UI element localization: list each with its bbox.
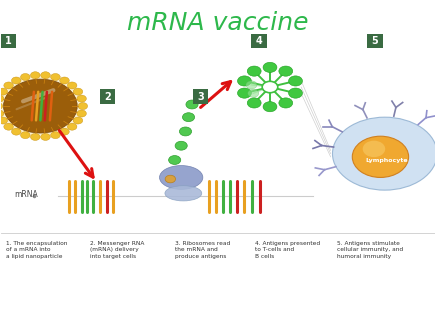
Text: 1: 1 xyxy=(4,36,11,46)
Circle shape xyxy=(31,133,40,140)
Circle shape xyxy=(77,110,86,117)
Text: 4. Antigens presented
to T-cells and
B cells: 4. Antigens presented to T-cells and B c… xyxy=(255,241,320,259)
Circle shape xyxy=(247,66,261,76)
Circle shape xyxy=(352,136,409,178)
Text: 3: 3 xyxy=(198,92,204,101)
Text: 5. Antigens stimulate
cellular immunity, and
humoral immunity: 5. Antigens stimulate cellular immunity,… xyxy=(337,241,403,259)
FancyBboxPatch shape xyxy=(367,34,383,48)
Circle shape xyxy=(289,76,303,86)
Text: 2. Messenger RNA
(mRNA) delivery
into target cells: 2. Messenger RNA (mRNA) delivery into ta… xyxy=(90,241,145,259)
Circle shape xyxy=(60,128,69,135)
Circle shape xyxy=(20,74,30,81)
Circle shape xyxy=(180,127,191,136)
Text: mRNA: mRNA xyxy=(14,190,38,199)
FancyBboxPatch shape xyxy=(0,34,16,48)
Circle shape xyxy=(169,156,181,164)
Ellipse shape xyxy=(160,165,203,189)
Text: Lymphocyte: Lymphocyte xyxy=(366,157,408,163)
FancyBboxPatch shape xyxy=(100,89,116,104)
FancyBboxPatch shape xyxy=(252,34,267,48)
Ellipse shape xyxy=(165,186,202,201)
Circle shape xyxy=(73,88,83,95)
Circle shape xyxy=(238,76,252,86)
Circle shape xyxy=(263,102,277,112)
Circle shape xyxy=(68,82,77,89)
Circle shape xyxy=(11,128,21,135)
Circle shape xyxy=(279,66,293,76)
Text: 1. The encapsulation
of a mRNA into
a lipid nanoparticle: 1. The encapsulation of a mRNA into a li… xyxy=(6,241,67,259)
Circle shape xyxy=(60,77,69,84)
Ellipse shape xyxy=(333,117,436,190)
Circle shape xyxy=(0,76,82,136)
Circle shape xyxy=(31,72,40,79)
Circle shape xyxy=(0,88,7,95)
Circle shape xyxy=(0,95,4,102)
Circle shape xyxy=(0,103,3,109)
Text: 4: 4 xyxy=(256,36,262,46)
Circle shape xyxy=(41,72,50,79)
Circle shape xyxy=(41,133,50,140)
Text: 2: 2 xyxy=(104,92,111,101)
Circle shape xyxy=(68,123,77,130)
Circle shape xyxy=(175,141,187,150)
Circle shape xyxy=(78,103,88,109)
Text: 5: 5 xyxy=(371,36,378,46)
Circle shape xyxy=(4,82,14,89)
Circle shape xyxy=(363,141,385,157)
Circle shape xyxy=(4,123,14,130)
Circle shape xyxy=(11,77,21,84)
Circle shape xyxy=(248,89,259,97)
Circle shape xyxy=(3,79,77,133)
Circle shape xyxy=(0,117,7,124)
Text: 3. Ribosomes read
the mRNA and
produce antigens: 3. Ribosomes read the mRNA and produce a… xyxy=(175,241,230,259)
Circle shape xyxy=(186,100,198,109)
Circle shape xyxy=(77,95,86,102)
Circle shape xyxy=(183,113,194,122)
Circle shape xyxy=(247,98,261,108)
Circle shape xyxy=(238,88,252,98)
Circle shape xyxy=(0,73,86,140)
FancyBboxPatch shape xyxy=(193,89,208,104)
Circle shape xyxy=(51,74,60,81)
Circle shape xyxy=(0,110,4,117)
Circle shape xyxy=(263,62,277,72)
Text: mRNA vaccine: mRNA vaccine xyxy=(127,11,309,35)
Circle shape xyxy=(165,175,176,183)
Circle shape xyxy=(51,132,60,139)
Circle shape xyxy=(246,81,257,89)
Circle shape xyxy=(289,88,303,98)
Circle shape xyxy=(262,81,278,93)
Circle shape xyxy=(279,98,293,108)
Circle shape xyxy=(20,132,30,139)
Circle shape xyxy=(73,117,83,124)
